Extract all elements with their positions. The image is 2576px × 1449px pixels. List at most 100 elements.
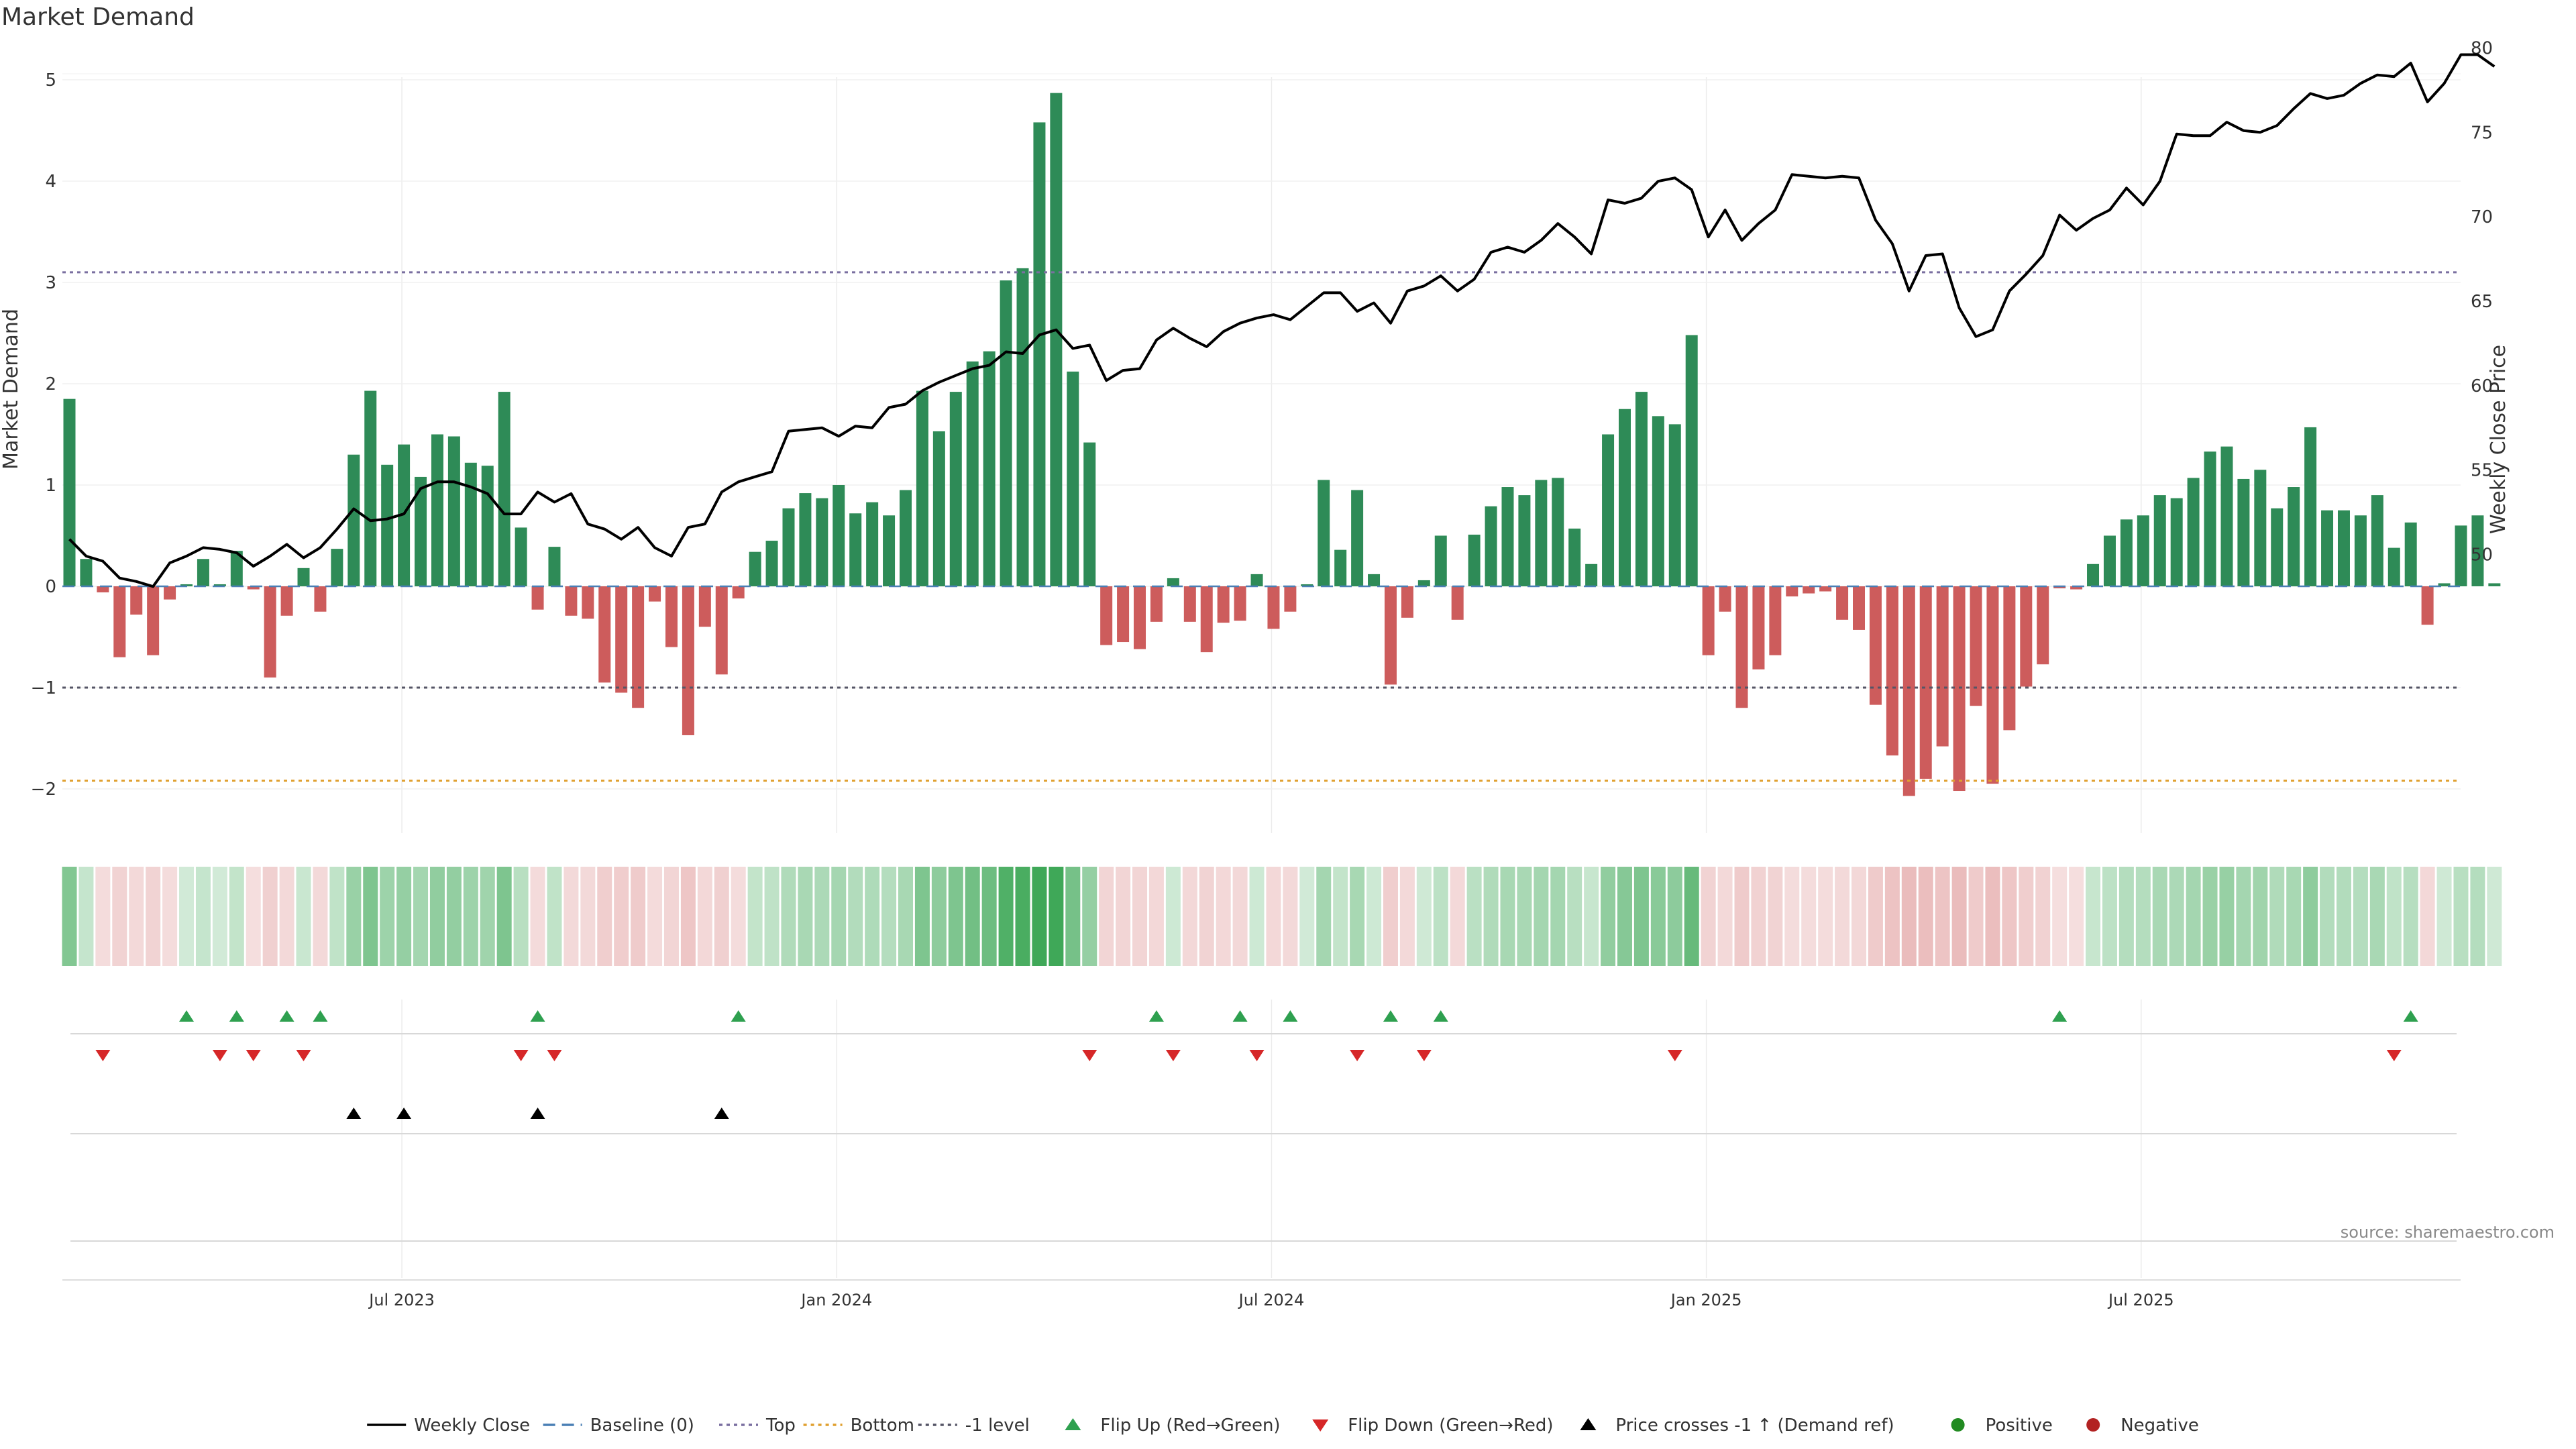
heat-cell bbox=[1299, 867, 1315, 966]
heat-cell bbox=[2202, 867, 2218, 966]
flip-up-marker bbox=[1383, 1010, 1398, 1022]
demand-bar bbox=[932, 431, 945, 586]
demand-bar bbox=[665, 586, 678, 647]
demand-bar bbox=[464, 462, 477, 586]
heat-cell bbox=[480, 867, 495, 966]
heat-cell bbox=[1517, 867, 1532, 966]
heat-cell bbox=[2253, 867, 2268, 966]
demand-bar bbox=[1902, 586, 1915, 796]
legend-label: Price crosses -1 ↑ (Demand ref) bbox=[1615, 1415, 1894, 1436]
heat-cell bbox=[1099, 867, 1114, 966]
flip-down-marker bbox=[547, 1050, 562, 1061]
demand-bar bbox=[1535, 480, 1548, 586]
demand-bar bbox=[2187, 478, 2200, 586]
demand-bar bbox=[682, 586, 694, 735]
heat-cell bbox=[948, 867, 963, 966]
heat-cell bbox=[262, 867, 278, 966]
demand-bar bbox=[2037, 586, 2049, 665]
demand-bar bbox=[1652, 416, 1664, 586]
demand-bar bbox=[715, 586, 728, 675]
demand-bar bbox=[130, 586, 143, 615]
demand-bar bbox=[1401, 586, 1413, 618]
event-markers bbox=[70, 1010, 2457, 1242]
demand-bar bbox=[548, 547, 561, 586]
heat-cell bbox=[1182, 867, 1197, 966]
heat-cell bbox=[162, 867, 178, 966]
demand-bar bbox=[615, 586, 628, 693]
heat-cell bbox=[1768, 867, 1783, 966]
right-tick-label: 65 bbox=[2471, 292, 2493, 312]
reference-lines bbox=[62, 271, 2461, 782]
heat-cell bbox=[2453, 867, 2469, 966]
demand-bar bbox=[197, 559, 209, 586]
demand-bar bbox=[2421, 586, 2434, 625]
heat-cell bbox=[112, 867, 127, 966]
heat-cell bbox=[881, 867, 897, 966]
legend-label: Top bbox=[765, 1415, 796, 1436]
heat-cell bbox=[1132, 867, 1148, 966]
demand-bar bbox=[147, 586, 160, 655]
demand-bar bbox=[1050, 93, 1063, 586]
flip-down-marker bbox=[246, 1050, 261, 1061]
x-axis: Jul 2023 Jan 2024 Jul 2024 Jan 2025 Jul 2025 bbox=[62, 1279, 2461, 1309]
heat-cell bbox=[965, 867, 980, 966]
demand-bar bbox=[381, 464, 394, 586]
demand-bar bbox=[80, 559, 93, 586]
demand-bar bbox=[765, 541, 778, 586]
heat-cell bbox=[2320, 867, 2335, 966]
source-note: source: sharemaestro.com bbox=[2341, 1223, 2555, 1242]
heat-cell bbox=[781, 867, 796, 966]
heat-cell bbox=[1584, 867, 1599, 966]
heat-cell bbox=[2303, 867, 2318, 966]
heat-cell bbox=[898, 867, 913, 966]
flip-down-marker bbox=[1249, 1050, 1265, 1061]
flip-down-marker bbox=[1416, 1050, 1432, 1061]
demand-bar bbox=[1919, 586, 1932, 779]
demand-bar bbox=[498, 392, 511, 586]
heat-cell bbox=[865, 867, 880, 966]
heat-cell bbox=[1701, 867, 1716, 966]
heat-cell bbox=[1116, 867, 1131, 966]
demand-bar bbox=[2438, 583, 2451, 586]
flip-up-marker bbox=[313, 1010, 328, 1022]
right-axis-label: Weekly Close Price bbox=[2487, 345, 2510, 534]
heat-cell bbox=[1918, 867, 1933, 966]
demand-bar bbox=[398, 444, 411, 586]
demand-bar bbox=[1368, 574, 1381, 586]
x-tick-label: Jul 2025 bbox=[2107, 1291, 2174, 1309]
heat-cell bbox=[380, 867, 395, 966]
heat-cell bbox=[848, 867, 863, 966]
heat-cell bbox=[313, 867, 328, 966]
left-tick-label: 1 bbox=[45, 476, 56, 496]
demand-bar bbox=[1668, 424, 1681, 586]
legend-swatch bbox=[1312, 1419, 1329, 1432]
demand-bar bbox=[1618, 409, 1631, 586]
left-tick-label: 2 bbox=[45, 374, 56, 394]
weekly-close-line bbox=[68, 53, 2496, 588]
heat-cell bbox=[2420, 867, 2435, 966]
heat-cell bbox=[1784, 867, 1800, 966]
heat-cell bbox=[1366, 867, 1382, 966]
demand-bar bbox=[1853, 586, 1866, 630]
legend-label: Negative bbox=[2121, 1415, 2199, 1436]
demand-bar bbox=[2087, 564, 2100, 586]
demand-bar bbox=[1769, 586, 1782, 655]
flip-down-marker bbox=[95, 1050, 111, 1061]
heat-cell bbox=[614, 867, 629, 966]
heat-cell bbox=[1483, 867, 1499, 966]
demand-bar bbox=[1150, 586, 1163, 622]
heat-cell bbox=[2336, 867, 2351, 966]
flip-up-marker bbox=[1433, 1010, 1448, 1022]
demand-bar bbox=[2020, 586, 2033, 687]
heat-cell bbox=[2470, 867, 2485, 966]
demand-bar bbox=[866, 502, 879, 586]
left-tick-label: 3 bbox=[45, 273, 56, 293]
flip-down-marker bbox=[1082, 1050, 1097, 1061]
flip-down-marker bbox=[1350, 1050, 1365, 1061]
heat-cell bbox=[1751, 867, 1766, 966]
demand-bar bbox=[2120, 519, 2133, 586]
chart-title: Market Demand bbox=[1, 3, 195, 31]
demand-bar bbox=[1033, 122, 1046, 587]
demand-bar bbox=[1936, 586, 1949, 747]
heat-cell bbox=[2135, 867, 2151, 966]
